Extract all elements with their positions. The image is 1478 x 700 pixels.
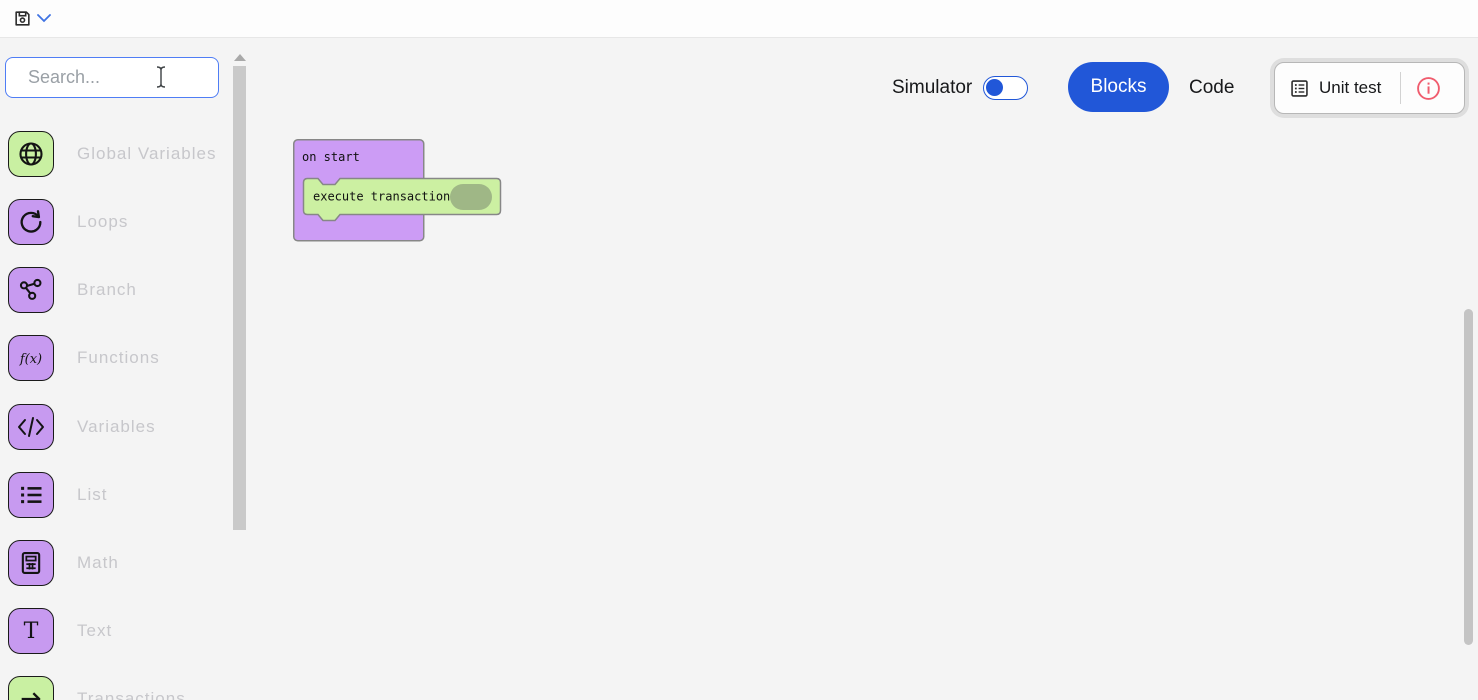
text-cursor-icon xyxy=(156,66,166,88)
sidebar-item-text[interactable]: T Text xyxy=(8,608,228,654)
canvas-scrollbar[interactable] xyxy=(1464,309,1473,645)
info-icon[interactable] xyxy=(1416,76,1441,101)
sidebar-item-label: Text xyxy=(77,621,113,640)
svg-text:T: T xyxy=(24,618,39,644)
chevron-down-icon[interactable] xyxy=(37,14,51,23)
sidebar-item-label: Variables xyxy=(77,417,156,436)
code-tab-button[interactable]: Code xyxy=(1189,77,1235,98)
branch-icon[interactable] xyxy=(8,267,54,313)
sidebar-item-label: Functions xyxy=(77,348,160,367)
sidebar-item-label: Global Variables xyxy=(77,144,217,163)
sidebar-item-functions[interactable]: f(x) Functions xyxy=(8,335,228,381)
sidebar-item-label: Math xyxy=(77,553,119,572)
on-start-label: on start xyxy=(302,150,360,164)
sidebar-item-label: List xyxy=(77,485,108,504)
execute-transaction-label: execute transaction xyxy=(313,190,450,204)
blocks-tab-button[interactable]: Blocks xyxy=(1068,62,1169,112)
sidebar-item-label: Branch xyxy=(77,280,137,299)
list-icon[interactable] xyxy=(8,472,54,518)
calculator-icon[interactable] xyxy=(8,540,54,586)
arrow-right-icon[interactable] xyxy=(8,676,54,700)
function-icon[interactable]: f(x) xyxy=(8,335,54,381)
sidebar-scroll-up-arrow[interactable] xyxy=(234,54,246,61)
sidebar-item-transactions[interactable]: Transactions xyxy=(8,676,228,700)
top-header xyxy=(0,0,1478,38)
divider xyxy=(1400,72,1402,104)
toggle-knob xyxy=(986,79,1004,96)
sidebar-item-label: Transactions xyxy=(77,689,186,700)
sidebar-scrollbar[interactable] xyxy=(233,66,246,530)
code-tags-icon[interactable] xyxy=(8,404,54,450)
sidebar-item-math[interactable]: Math xyxy=(8,540,228,586)
sidebar-item-global-variables[interactable]: Global Variables xyxy=(8,131,228,177)
execute-transaction-block[interactable] xyxy=(302,177,502,222)
sidebar-item-branch[interactable]: Branch xyxy=(8,267,228,313)
workspace-blocks[interactable]: on start execute transaction xyxy=(293,139,505,243)
svg-text:f(x): f(x) xyxy=(19,352,42,367)
text-icon[interactable]: T xyxy=(8,608,54,654)
simulator-label: Simulator xyxy=(892,77,973,98)
unit-test-button[interactable]: Unit test xyxy=(1274,62,1465,114)
save-button[interactable] xyxy=(13,9,51,28)
empty-input-socket[interactable] xyxy=(450,184,492,210)
sidebar-item-label: Loops xyxy=(77,212,129,231)
search-box[interactable] xyxy=(5,57,260,98)
sidebar-item-variables[interactable]: Variables xyxy=(8,404,228,450)
loop-arrow-icon[interactable] xyxy=(8,199,54,245)
unit-test-label: Unit test xyxy=(1319,78,1382,97)
simulator-toggle[interactable] xyxy=(983,76,1029,100)
save-icon xyxy=(15,11,30,26)
sidebar-item-list[interactable]: List xyxy=(8,472,228,518)
checklist-icon xyxy=(1291,79,1308,97)
globe-icon[interactable] xyxy=(8,131,54,177)
search-input[interactable] xyxy=(28,67,260,88)
sidebar-item-loops[interactable]: Loops xyxy=(8,199,228,245)
